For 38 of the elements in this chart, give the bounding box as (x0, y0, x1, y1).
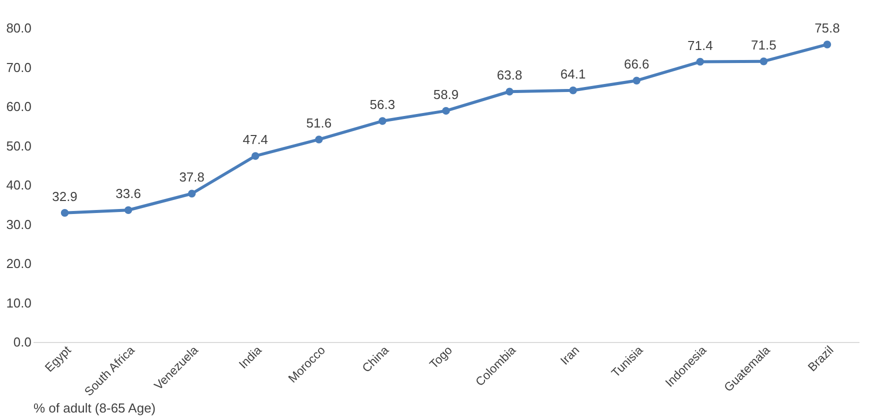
data-label: 47.4 (242, 132, 268, 147)
data-label: 71.4 (688, 38, 713, 53)
data-label: 56.3 (370, 97, 396, 112)
data-label: 33.6 (116, 186, 141, 202)
data-label: 37.8 (179, 170, 204, 185)
point (188, 190, 196, 198)
data-label: 32.9 (52, 188, 78, 204)
y-tick-label: 20.0 (6, 256, 32, 271)
point (506, 88, 514, 96)
data-label: 71.5 (751, 37, 776, 52)
data-label: 58.9 (433, 86, 459, 102)
y-tick-label: 50.0 (6, 138, 32, 154)
point (315, 136, 323, 144)
point (823, 40, 832, 48)
point (696, 58, 704, 66)
point (124, 206, 132, 214)
data-label: 66.6 (624, 56, 650, 72)
point (632, 76, 640, 84)
y-tick-label: 60.0 (6, 99, 32, 114)
data-label: 64.1 (560, 66, 586, 82)
y-tick-label: 80.0 (6, 20, 32, 36)
y-tick-label: 70.0 (6, 60, 32, 75)
y-tick-label: 0.0 (13, 334, 32, 350)
data-label: 51.6 (306, 115, 332, 130)
x-tick-label: Iran (558, 343, 582, 368)
x-tick-label: Togo (426, 342, 456, 372)
data-label: 75.8 (814, 20, 840, 36)
point (252, 152, 260, 160)
point (760, 57, 768, 66)
point (60, 209, 69, 217)
point (569, 86, 577, 94)
y-tick-label: 40.0 (6, 178, 32, 192)
point (442, 106, 450, 115)
data-label: 63.8 (496, 68, 522, 83)
y-tick-label: 30.0 (6, 216, 32, 232)
x-axis-title: % of adult (8-65 Age) (34, 400, 156, 416)
y-tick-label: 10.0 (6, 295, 32, 310)
point (378, 117, 386, 125)
